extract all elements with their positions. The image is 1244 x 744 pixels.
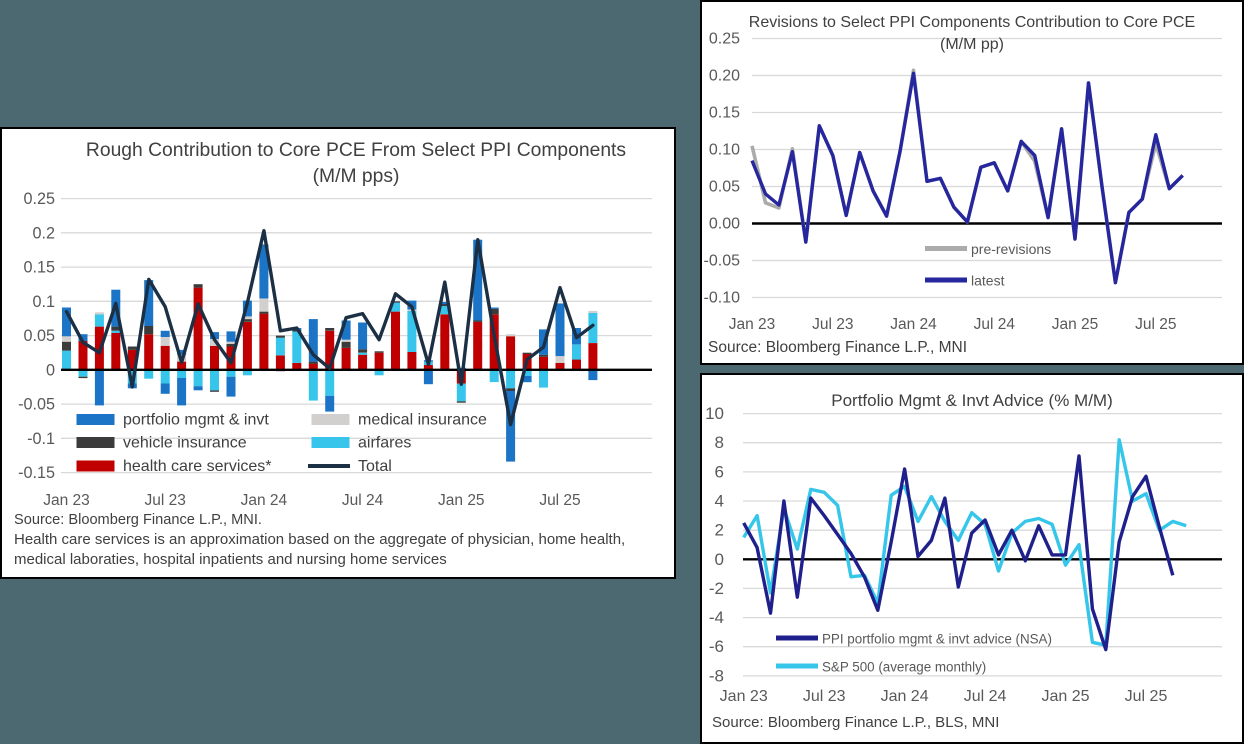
svg-text:Rough Contribution to Core PCE: Rough Contribution to Core PCE From Sele… — [86, 140, 626, 161]
svg-text:-4: -4 — [709, 608, 724, 627]
svg-text:Jan 23: Jan 23 — [720, 688, 768, 705]
svg-text:-6: -6 — [709, 637, 724, 656]
svg-text:0.25: 0.25 — [23, 190, 55, 208]
svg-text:Jan 25: Jan 25 — [1052, 316, 1099, 333]
svg-text:Jan 23: Jan 23 — [729, 316, 776, 333]
svg-text:-0.05: -0.05 — [18, 396, 55, 414]
svg-text:medical insurance: medical insurance — [358, 412, 487, 429]
svg-text:0.10: 0.10 — [709, 142, 740, 159]
svg-text:Jul 23: Jul 23 — [812, 316, 853, 333]
svg-text:Jul 23: Jul 23 — [145, 492, 186, 509]
svg-text:S&P 500 (average monthly): S&P 500 (average monthly) — [822, 660, 986, 675]
svg-text:pre-revisions: pre-revisions — [971, 241, 1051, 257]
svg-text:0.25: 0.25 — [709, 31, 740, 48]
svg-text:Portfolio Mgmt & Invt Advice (: Portfolio Mgmt & Invt Advice (% M/M) — [831, 391, 1113, 410]
svg-text:Jan 24: Jan 24 — [241, 492, 288, 509]
svg-text:Jul 23: Jul 23 — [803, 688, 846, 705]
svg-text:-8: -8 — [709, 666, 724, 685]
svg-text:Jul 25: Jul 25 — [1135, 316, 1176, 333]
svg-text:Jul 25: Jul 25 — [539, 492, 580, 509]
svg-text:Total: Total — [358, 458, 392, 475]
svg-text:Source: Bloomberg Finance L.P.: Source: Bloomberg Finance L.P., MNI — [708, 339, 967, 356]
svg-text:10: 10 — [705, 404, 724, 423]
svg-text:health care services*: health care services* — [123, 458, 272, 475]
svg-text:8: 8 — [715, 433, 724, 452]
svg-text:-0.05: -0.05 — [704, 253, 741, 270]
svg-text:Jan 24: Jan 24 — [881, 688, 929, 705]
svg-text:0.20: 0.20 — [709, 68, 740, 85]
svg-text:latest: latest — [971, 273, 1005, 289]
svg-text:0.00: 0.00 — [709, 216, 740, 233]
svg-text:6: 6 — [715, 462, 724, 481]
svg-text:Health care services is an app: Health care services is an approximation… — [14, 531, 625, 548]
svg-text:Jan 25: Jan 25 — [438, 492, 485, 509]
svg-text:0.05: 0.05 — [709, 179, 740, 196]
svg-text:-0.1: -0.1 — [27, 430, 55, 448]
svg-text:-0.10: -0.10 — [704, 290, 741, 307]
svg-text:airfares: airfares — [358, 435, 411, 452]
svg-text:-0.15: -0.15 — [18, 464, 55, 482]
svg-text:-2: -2 — [709, 579, 724, 598]
svg-text:Source: Bloomberg Finance L.P.: Source: Bloomberg Finance L.P., MNI. — [14, 512, 262, 528]
svg-text:PPI portfolio mgmt & invt advi: PPI portfolio mgmt & invt advice (NSA) — [822, 632, 1052, 647]
svg-text:Jul 24: Jul 24 — [964, 688, 1007, 705]
svg-text:portfolio mgmt & invt: portfolio mgmt & invt — [123, 412, 269, 429]
svg-text:0.2: 0.2 — [32, 224, 55, 242]
svg-text:medical laboraties, hospital i: medical laboraties, hospital inpatients … — [14, 551, 447, 568]
svg-text:Jul 25: Jul 25 — [1125, 688, 1168, 705]
svg-text:Jul 24: Jul 24 — [974, 316, 1016, 333]
svg-text:0.15: 0.15 — [709, 105, 740, 122]
svg-text:0: 0 — [715, 550, 724, 569]
svg-text:Source: Bloomberg Finance L.P.: Source: Bloomberg Finance L.P., BLS, MNI — [712, 714, 999, 731]
svg-text:4: 4 — [715, 492, 724, 511]
svg-text:Jul 24: Jul 24 — [342, 492, 384, 509]
svg-text:Jan 23: Jan 23 — [43, 492, 90, 509]
svg-text:Jan 24: Jan 24 — [890, 316, 937, 333]
svg-text:(M/M pp): (M/M pp) — [940, 36, 1004, 53]
svg-text:0.05: 0.05 — [23, 327, 55, 345]
svg-text:0.1: 0.1 — [32, 293, 55, 311]
svg-text:vehicle insurance: vehicle insurance — [123, 435, 247, 452]
svg-text:Revisions to Select PPI Compon: Revisions to Select PPI Components Contr… — [749, 14, 1195, 31]
svg-text:Jan 25: Jan 25 — [1041, 688, 1089, 705]
svg-text:(M/M pps): (M/M pps) — [313, 166, 400, 187]
svg-text:0.15: 0.15 — [23, 259, 55, 277]
svg-text:2: 2 — [715, 521, 724, 540]
svg-text:0: 0 — [46, 361, 55, 379]
